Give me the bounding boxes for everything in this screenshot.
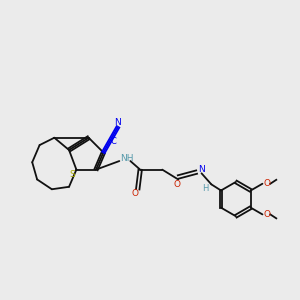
Text: N: N (198, 165, 205, 174)
Text: S: S (70, 169, 76, 178)
Text: NH: NH (120, 154, 134, 163)
Text: O: O (263, 179, 270, 188)
Text: C: C (111, 137, 117, 146)
Text: N: N (115, 118, 122, 127)
Text: O: O (131, 189, 138, 198)
Text: O: O (263, 210, 270, 219)
Text: O: O (173, 180, 181, 189)
Text: H: H (202, 184, 208, 193)
